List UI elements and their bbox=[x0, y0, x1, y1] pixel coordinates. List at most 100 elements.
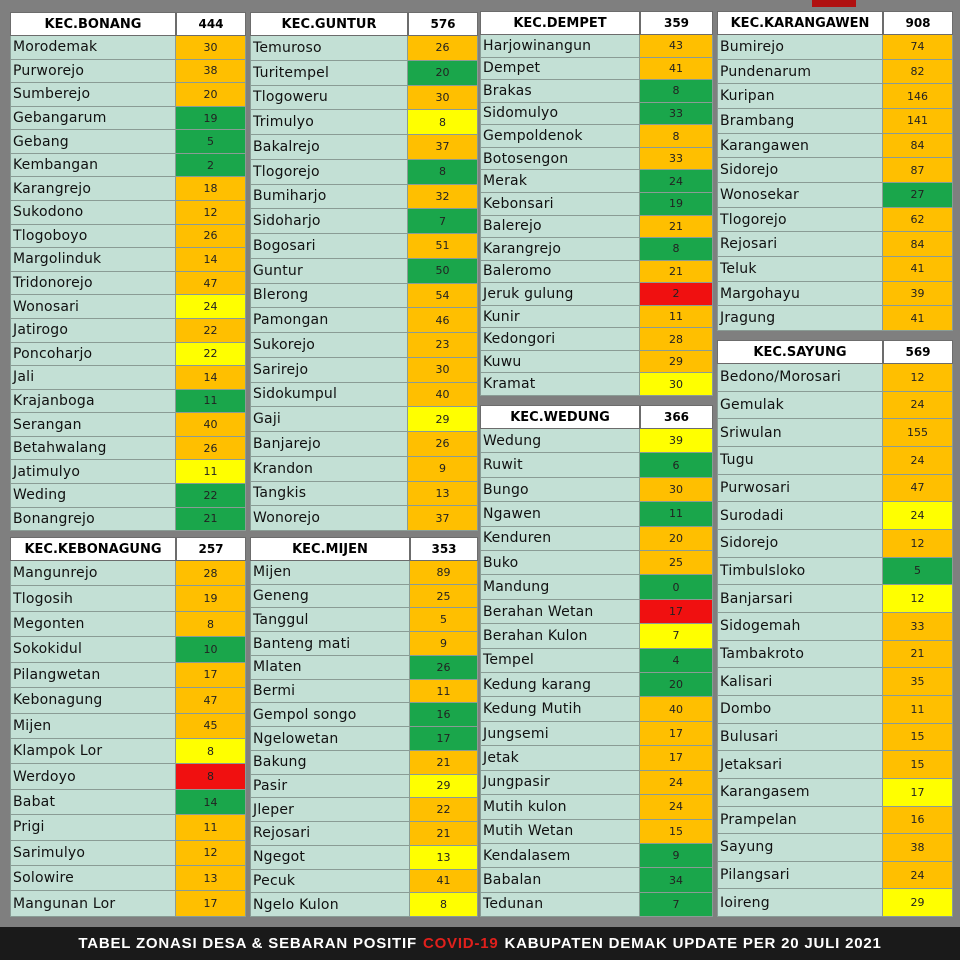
village-row: Surodadi 24 bbox=[717, 502, 953, 530]
village-name: Kuwu bbox=[480, 350, 640, 374]
village-name: Wedung bbox=[480, 429, 640, 454]
case-count: 20 bbox=[640, 526, 713, 552]
case-count: 47 bbox=[176, 688, 246, 714]
village-row: Sidorejo 12 bbox=[717, 529, 953, 558]
village-row: Gempoldenok 8 bbox=[480, 125, 713, 148]
village-name: Kendalasem bbox=[480, 843, 640, 869]
village-name: Rejosari bbox=[717, 232, 883, 258]
case-count: 26 bbox=[176, 224, 246, 249]
case-count: 17 bbox=[410, 727, 478, 751]
village-row: Sumberejo 20 bbox=[10, 83, 246, 107]
case-count: 46 bbox=[408, 308, 478, 333]
footer-title: TABEL ZONASI DESA & SEBARAN POSITIF COVI… bbox=[0, 927, 960, 960]
village-row: Tridonorejo 47 bbox=[10, 271, 246, 296]
district-total: 569 bbox=[883, 340, 953, 364]
case-count: 37 bbox=[408, 506, 478, 531]
case-count: 24 bbox=[883, 446, 953, 475]
village-list: Wedung 39 Ruwit 6 Bungo 30 Ngawen 11 Kenduren 20 B… bbox=[480, 429, 713, 918]
village-row: Mlaten 26 bbox=[250, 655, 478, 680]
village-row: Berahan Wetan 17 bbox=[480, 599, 713, 625]
case-count: 146 bbox=[883, 84, 953, 110]
village-row: Ngelowetan 17 bbox=[250, 727, 478, 751]
village-row: Buko 25 bbox=[480, 551, 713, 576]
village-row: Mangunrejo 28 bbox=[10, 561, 246, 587]
village-row: Ruwit 6 bbox=[480, 453, 713, 478]
village-name: Sukorejo bbox=[250, 333, 408, 358]
village-row: Dombo 11 bbox=[717, 695, 953, 724]
village-row: Kebonsari 19 bbox=[480, 192, 713, 216]
village-row: Bungo 30 bbox=[480, 477, 713, 503]
district-name: KEC.SAYUNG bbox=[717, 340, 883, 364]
village-name: Bermi bbox=[250, 679, 410, 704]
village-row: Mijen 89 bbox=[250, 561, 478, 585]
village-name: Tlogoboyo bbox=[10, 224, 176, 249]
case-count: 41 bbox=[883, 257, 953, 282]
village-name: Weding bbox=[10, 483, 176, 508]
village-name: Gempoldenok bbox=[480, 125, 640, 148]
district-total: 444 bbox=[176, 12, 246, 36]
village-row: Sriwulan 155 bbox=[717, 419, 953, 447]
case-count: 24 bbox=[640, 170, 713, 193]
village-row: Jetaksari 15 bbox=[717, 751, 953, 779]
village-row: Tedunan 7 bbox=[480, 892, 713, 918]
village-row: Tlogorejo 8 bbox=[250, 159, 478, 185]
village-name: Sriwulan bbox=[717, 419, 883, 447]
case-count: 24 bbox=[640, 770, 713, 796]
village-row: Karangasem 17 bbox=[717, 778, 953, 807]
village-name: Poncoharjo bbox=[10, 342, 176, 367]
village-name: Gaji bbox=[250, 407, 408, 432]
village-name: Berahan Kulon bbox=[480, 624, 640, 649]
village-row: Jungpasir 24 bbox=[480, 770, 713, 796]
case-count: 8 bbox=[410, 893, 478, 918]
case-count: 23 bbox=[408, 333, 478, 358]
case-count: 20 bbox=[640, 673, 713, 698]
village-row: Solowire 13 bbox=[10, 866, 246, 892]
case-count: 2 bbox=[640, 283, 713, 306]
village-row: Kebonagung 47 bbox=[10, 688, 246, 714]
case-count: 8 bbox=[640, 80, 713, 103]
village-name: Blerong bbox=[250, 283, 408, 309]
district-total: 353 bbox=[410, 537, 478, 561]
village-row: Sarirejo 30 bbox=[250, 357, 478, 383]
village-row: Pundenarum 82 bbox=[717, 59, 953, 85]
village-row: Purwosari 47 bbox=[717, 474, 953, 503]
case-count: 33 bbox=[883, 612, 953, 641]
village-row: Bakung 21 bbox=[250, 750, 478, 775]
case-count: 29 bbox=[883, 889, 953, 918]
village-name: Bungo bbox=[480, 477, 640, 503]
village-name: Gempol songo bbox=[250, 703, 410, 728]
case-count: 28 bbox=[640, 328, 713, 351]
village-row: Karangawen 84 bbox=[717, 133, 953, 159]
case-count: 16 bbox=[410, 703, 478, 728]
case-count: 7 bbox=[408, 209, 478, 234]
village-row: Kramat 30 bbox=[480, 373, 713, 396]
village-name: Berahan Wetan bbox=[480, 599, 640, 625]
village-row: Pasir 29 bbox=[250, 774, 478, 799]
village-row: Megonten 8 bbox=[10, 611, 246, 638]
case-count: 47 bbox=[883, 474, 953, 503]
village-row: Pilangwetan 17 bbox=[10, 662, 246, 689]
case-count: 41 bbox=[410, 869, 478, 894]
case-count: 45 bbox=[176, 713, 246, 739]
village-list: Morodemak 30 Purworejo 38 Sumberejo 20 Gebanga… bbox=[10, 36, 246, 532]
village-row: Jleper 22 bbox=[250, 798, 478, 823]
village-row: Sidogemah 33 bbox=[717, 612, 953, 641]
district-name: KEC.BONANG bbox=[10, 12, 176, 36]
case-count: 9 bbox=[640, 843, 713, 869]
case-count: 30 bbox=[408, 357, 478, 383]
village-name: Purwosari bbox=[717, 474, 883, 503]
case-count: 12 bbox=[176, 840, 246, 867]
village-row: Banjarejo 26 bbox=[250, 432, 478, 457]
village-name: Pundenarum bbox=[717, 59, 883, 85]
case-count: 84 bbox=[883, 133, 953, 159]
village-row: Bumiharjo 32 bbox=[250, 184, 478, 210]
panel-header: KEC.BONANG 444 bbox=[10, 12, 246, 36]
case-count: 12 bbox=[176, 201, 246, 225]
case-count: 8 bbox=[176, 611, 246, 638]
village-row: Tanggul 5 bbox=[250, 608, 478, 633]
case-count: 22 bbox=[176, 483, 246, 508]
case-count: 11 bbox=[640, 502, 713, 527]
village-row: Kedongori 28 bbox=[480, 328, 713, 351]
village-name: Purworejo bbox=[10, 59, 176, 84]
village-row: Margolinduk 14 bbox=[10, 248, 246, 272]
